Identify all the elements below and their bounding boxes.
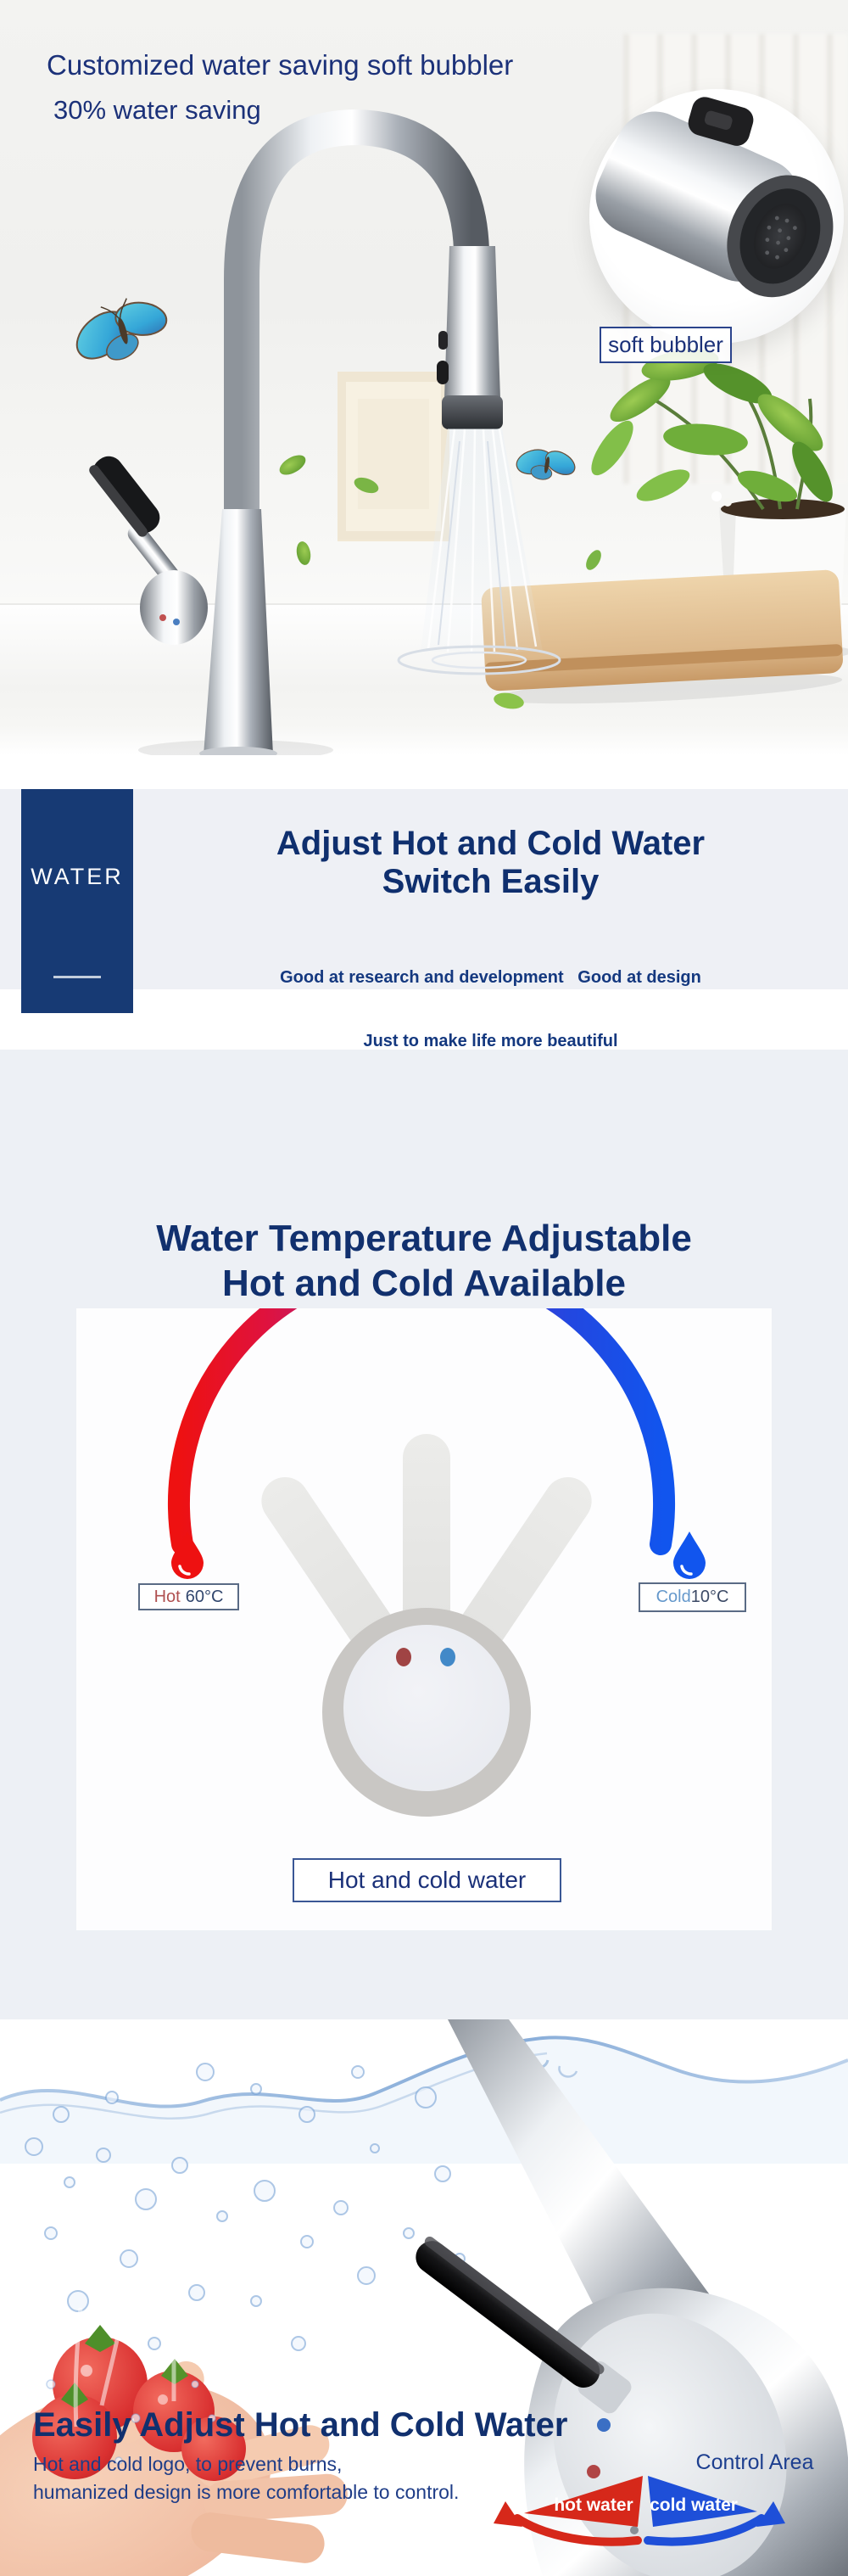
- hot-cold-caption: Hot and cold water: [327, 1867, 527, 1893]
- water-badge-text: WATER: [31, 864, 124, 889]
- hand-with-strawberries: [0, 2273, 348, 2576]
- mixer-body: [322, 1608, 531, 1817]
- hero-subtitle: 30% water saving: [53, 95, 261, 125]
- hero-photo-section: soft bubbler Customized water saving sof…: [0, 0, 848, 755]
- feature-heading-line1: Adjust Hot and Cold Water: [276, 825, 706, 862]
- bubbler-label-text: soft bubbler: [608, 332, 723, 357]
- photo-frame: [338, 372, 449, 541]
- bubbler-inset-photo: [589, 89, 844, 344]
- control-scene: [0, 2019, 848, 2576]
- butterfly-right-icon: [516, 449, 576, 480]
- feature-section: [0, 789, 848, 989]
- cold-value: 10°C: [690, 1588, 729, 1606]
- hot-water-arrow-label: hot water: [554, 2495, 633, 2515]
- faucet-handle: [89, 456, 208, 645]
- counter-edge: [0, 603, 848, 606]
- faucet: [89, 109, 503, 755]
- temperature-gauge: [168, 1250, 706, 1817]
- hot-cold-caption-box: Hot and cold water: [293, 1858, 561, 1902]
- gauge-panel: [76, 1250, 772, 1930]
- water-bubbles: [25, 2063, 526, 2351]
- control-heading: Easily Adjust Hot and Cold Water: [33, 2406, 568, 2444]
- hot-value: 60°C: [185, 1587, 224, 1606]
- control-description-line1: Hot and cold logo, to prevent burns,: [33, 2453, 343, 2475]
- control-description: Hot and cold logo, to prevent burns, hum…: [33, 2450, 559, 2506]
- feature-subheading: Good at research and development Good at…: [133, 925, 848, 1095]
- cold-indicator-dot: [597, 2418, 611, 2432]
- temperature-heading: Water Temperature Adjustable Hot and Col…: [0, 1216, 848, 1306]
- water-badge: WATER: [21, 789, 133, 1013]
- butterfly-left-icon: [75, 298, 168, 361]
- hero-title: Customized water saving soft bubbler: [47, 49, 514, 81]
- black-lever: [416, 2236, 632, 2414]
- water-spray: [397, 428, 561, 675]
- control-description-line2: humanized design is more comfortable to …: [33, 2481, 460, 2503]
- feature-heading: Adjust Hot and Cold Water Switch Easily: [133, 825, 848, 901]
- hot-arrow-triangle: [524, 2476, 643, 2527]
- floating-leaves: [279, 455, 601, 709]
- cold-label: Cold: [656, 1588, 691, 1606]
- wooden-board: [481, 569, 843, 704]
- feature-subheading-line2: Just to make life more beautiful: [363, 1032, 618, 1050]
- hot-droplet-icon: [171, 1532, 204, 1579]
- cold-dot: [440, 1648, 455, 1666]
- feature-heading-line2: Switch Easily: [382, 863, 600, 900]
- hot-dot: [396, 1648, 411, 1666]
- bubbler-nozzle: [595, 97, 834, 298]
- hot-temperature-tag: Hot 60°C: [138, 1583, 239, 1610]
- temperature-heading-line1: Water Temperature Adjustable: [156, 1218, 692, 1259]
- cold-arrow-triangle: [648, 2476, 757, 2527]
- hero-scene: [75, 109, 848, 755]
- temperature-heading-line2: Hot and Cold Available: [222, 1263, 626, 1304]
- feature-subheading-line1: Good at research and development Good at…: [280, 968, 701, 987]
- hot-cold-arrow-graphic: [494, 2476, 785, 2546]
- hot-indicator-dot: [587, 2465, 600, 2478]
- cold-droplet-icon: [673, 1532, 706, 1579]
- cold-temperature-tag: Cold 10°C: [639, 1582, 746, 1612]
- bubbler-label-box: soft bubbler: [600, 327, 732, 363]
- strawberries: [32, 2325, 246, 2481]
- water-badge-underline: [53, 976, 101, 978]
- hot-label: Hot: [153, 1587, 181, 1606]
- spray-head: [437, 246, 503, 429]
- control-area-label: Control Area: [695, 2450, 814, 2474]
- cold-water-arrow-label: cold water: [650, 2495, 738, 2515]
